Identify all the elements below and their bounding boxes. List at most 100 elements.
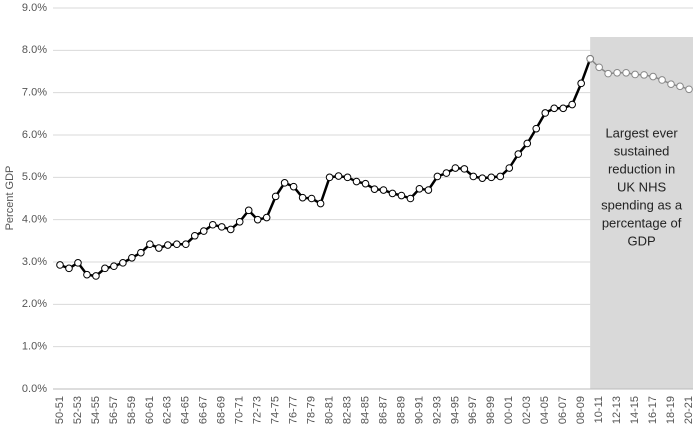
- data-point: [415, 184, 424, 193]
- data-point: [550, 104, 559, 113]
- annotation: spending as a: [601, 197, 683, 212]
- x-tick-label: 56-57: [108, 396, 120, 424]
- data-point: [119, 259, 127, 267]
- data-point: [271, 192, 280, 201]
- x-tick-label: 86-87: [377, 396, 389, 424]
- data-point: [559, 104, 568, 113]
- data-point: [370, 185, 379, 193]
- y-tick-label: 5.0%: [22, 171, 47, 183]
- data-point: [110, 262, 118, 271]
- data-point: [56, 261, 64, 269]
- x-tick-label: 08-09: [575, 396, 587, 424]
- data-point: [199, 227, 208, 235]
- data-point: [613, 68, 621, 77]
- data-point: [173, 240, 181, 249]
- x-tick-label: 10-11: [593, 396, 605, 423]
- x-tick-label: 60-61: [144, 396, 156, 424]
- y-tick-label: 6.0%: [22, 129, 47, 141]
- y-axis-label: Percent GDP: [4, 166, 16, 231]
- data-point: [128, 253, 136, 262]
- x-tick-label: 82-83: [341, 396, 353, 424]
- data-point: [667, 80, 675, 88]
- data-point: [451, 164, 460, 172]
- data-point: [631, 70, 639, 79]
- data-point: [182, 240, 190, 249]
- data-point: [397, 191, 406, 200]
- data-point: [469, 172, 478, 181]
- y-tick-label: 9.0%: [22, 2, 47, 14]
- annotation: sustained: [614, 143, 670, 158]
- data-point: [137, 248, 145, 257]
- x-tick-label: 20-21: [683, 396, 695, 424]
- x-tick-label: 16-17: [647, 396, 659, 424]
- data-point: [658, 76, 666, 84]
- data-point: [280, 179, 289, 187]
- data-point: [343, 173, 352, 182]
- data-point: [433, 172, 442, 181]
- data-point: [325, 173, 334, 182]
- data-point: [685, 85, 693, 94]
- data-point: [289, 182, 298, 191]
- x-tick-label: 14-15: [629, 396, 641, 424]
- data-point: [208, 220, 217, 229]
- x-tick-label: 54-55: [90, 396, 102, 424]
- data-point: [586, 55, 594, 63]
- x-tick-label: 90-91: [413, 396, 425, 424]
- data-point: [523, 139, 532, 148]
- data-point: [146, 240, 154, 249]
- data-point: [388, 189, 397, 198]
- data-point: [541, 109, 550, 117]
- x-tick-label: 00-01: [503, 396, 515, 424]
- y-tick-label: 0.0%: [22, 383, 47, 395]
- x-tick-label: 04-05: [539, 396, 551, 424]
- y-tick-label: 7.0%: [22, 87, 47, 99]
- data-point: [226, 225, 235, 234]
- data-point: [83, 270, 91, 279]
- data-point: [640, 71, 648, 79]
- data-point: [352, 177, 361, 186]
- x-tick-label: 18-19: [665, 396, 677, 424]
- annotation: percentage of: [602, 215, 682, 230]
- x-tick-label: 12-13: [611, 396, 623, 424]
- annotation: Largest ever: [605, 125, 678, 140]
- data-point: [442, 169, 451, 177]
- data-point: [676, 82, 684, 91]
- x-tick-label: 80-81: [323, 396, 335, 424]
- data-point: [262, 213, 271, 222]
- x-tick-label: 78-79: [306, 396, 318, 424]
- data-point: [649, 72, 657, 81]
- data-point: [568, 100, 576, 109]
- x-tick-label: 74-75: [270, 396, 282, 424]
- data-point: [65, 264, 73, 273]
- x-tick-label: 62-63: [162, 396, 174, 424]
- data-point: [460, 165, 469, 173]
- y-tick-label: 1.0%: [22, 341, 47, 353]
- data-point: [505, 164, 514, 172]
- data-point: [307, 194, 316, 203]
- x-tick-label: 84-85: [359, 396, 371, 424]
- data-point: [424, 186, 433, 194]
- y-tick-label: 8.0%: [22, 44, 47, 56]
- x-tick-label: 94-95: [449, 396, 461, 424]
- data-point: [92, 272, 100, 280]
- annotation: reduction in: [608, 161, 675, 176]
- x-tick-label: 98-99: [485, 396, 497, 424]
- data-point: [604, 69, 612, 78]
- annotation: UK NHS: [617, 179, 666, 194]
- x-tick-label: 72-73: [252, 396, 264, 424]
- y-tick-label: 2.0%: [22, 298, 47, 310]
- data-point: [217, 223, 226, 231]
- x-tick-label: 06-07: [557, 396, 569, 424]
- data-point: [190, 231, 199, 240]
- x-tick-label: 02-03: [521, 396, 533, 424]
- data-point: [595, 63, 603, 72]
- x-tick-label: 58-59: [126, 396, 138, 424]
- data-point: [155, 244, 163, 252]
- data-point: [406, 194, 415, 203]
- x-tick-label: 68-69: [216, 396, 228, 424]
- x-tick-label: 64-65: [180, 396, 192, 424]
- data-point: [478, 174, 487, 182]
- data-point: [361, 179, 370, 188]
- x-tick-label: 96-97: [467, 396, 479, 424]
